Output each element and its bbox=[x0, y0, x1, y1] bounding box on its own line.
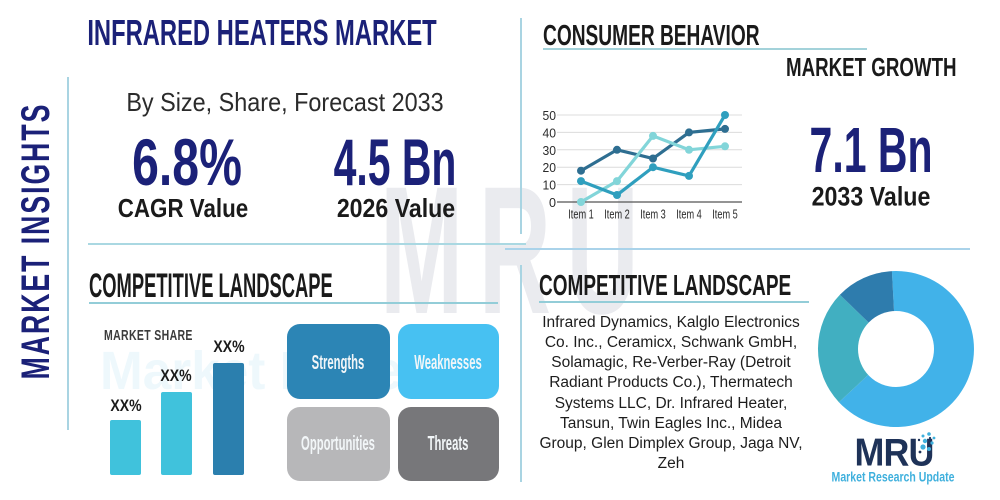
svg-text:Item 4: Item 4 bbox=[676, 207, 702, 222]
svg-text:10: 10 bbox=[543, 178, 557, 193]
svg-text:Item 3: Item 3 bbox=[640, 207, 666, 222]
svg-text:0: 0 bbox=[549, 195, 556, 210]
svg-text:Item 2: Item 2 bbox=[604, 207, 630, 222]
svg-text:50: 50 bbox=[543, 108, 557, 123]
svg-text:Item 1: Item 1 bbox=[568, 207, 594, 222]
svg-text:30: 30 bbox=[543, 143, 557, 158]
svg-text:Item 5: Item 5 bbox=[712, 207, 738, 222]
svg-text:40: 40 bbox=[543, 125, 557, 140]
svg-text:20: 20 bbox=[543, 160, 557, 175]
